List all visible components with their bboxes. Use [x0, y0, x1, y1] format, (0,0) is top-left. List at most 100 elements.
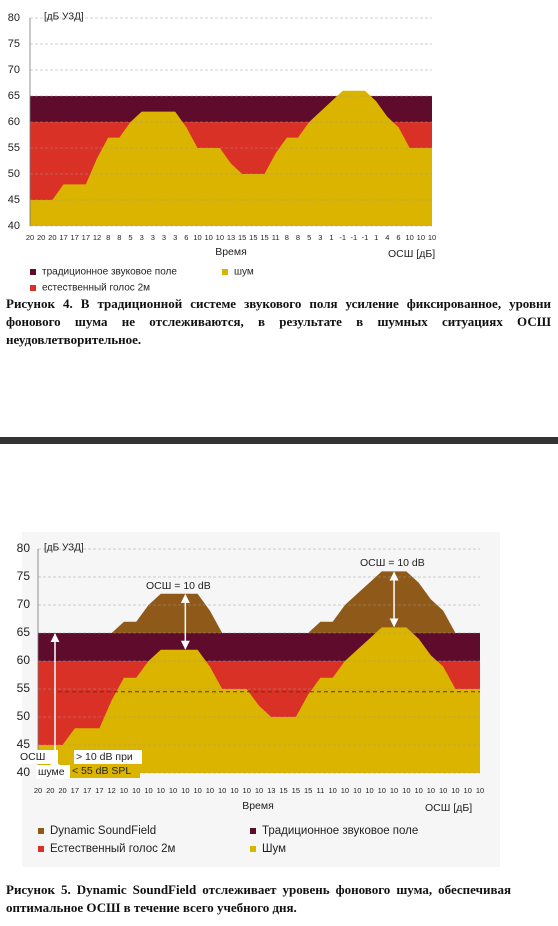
x-tick-label: 15 — [304, 786, 312, 795]
x-tick-label: 10 — [328, 786, 336, 795]
x-axis-label: Время — [242, 800, 274, 812]
x-tick-label: 17 — [71, 786, 79, 795]
x-tick-label: 10 — [390, 786, 398, 795]
x-tick-label: 20 — [34, 786, 42, 795]
x-tick-label: 15 — [238, 233, 246, 242]
x-tick-label: 10 — [476, 786, 484, 795]
separator — [0, 437, 558, 444]
x-tick-label: 10 — [402, 786, 410, 795]
x-tick-label: 10 — [414, 786, 422, 795]
legend-swatch — [250, 828, 256, 834]
y-tick-label: 65 — [17, 625, 31, 639]
annotation: ОСШ — [20, 751, 45, 763]
x-tick-label: 3 — [151, 233, 155, 242]
x-tick-label: -1 — [362, 233, 369, 242]
x-tick-label: 10 — [365, 786, 373, 795]
x-tick-label: 15 — [249, 233, 257, 242]
y-tick-label: 60 — [17, 653, 31, 667]
legend-swatch — [30, 285, 36, 291]
x-tick-label: 15 — [292, 786, 300, 795]
legend-label: Шум — [262, 843, 286, 855]
y-tick-label: 70 — [17, 597, 31, 611]
y-axis-unit: [дБ УЗД] — [44, 12, 84, 23]
x-tick-label: 6 — [396, 233, 400, 242]
y-tick-label: 55 — [17, 681, 31, 695]
annotation: шуме — [38, 766, 65, 778]
annotation-box — [36, 765, 70, 779]
x-tick-label: 1 — [329, 233, 333, 242]
x-tick-label: 10 — [341, 786, 349, 795]
x-tick-label: 17 — [59, 233, 67, 242]
x-tick-label: 12 — [93, 233, 101, 242]
y-tick-label: 50 — [8, 168, 20, 180]
legend-label: естественный голос 2м — [42, 283, 150, 294]
x-tick-label: 10 — [181, 786, 189, 795]
x-tick-label: 10 — [243, 786, 251, 795]
x-tick-label: 10 — [144, 786, 152, 795]
annotation-box — [70, 764, 140, 778]
y-tick-label: 40 — [8, 220, 20, 232]
x-tick-label: 11 — [316, 786, 324, 795]
y-tick-label: 75 — [8, 38, 20, 50]
annotation-box — [18, 750, 58, 764]
x2-axis-label: ОСШ [дБ] — [388, 248, 435, 260]
annotation: > 10 dB при — [76, 751, 133, 763]
x-tick-label: 10 — [417, 233, 425, 242]
x-tick-label: 10 — [378, 786, 386, 795]
x-tick-label: 4 — [385, 233, 389, 242]
x-tick-label: 10 — [216, 233, 224, 242]
annotation: ОСШ = 10 dB — [360, 557, 425, 569]
x-tick-label: 3 — [162, 233, 166, 242]
x-tick-label: 10 — [193, 233, 201, 242]
x-tick-label: 3 — [318, 233, 322, 242]
x-tick-label: 17 — [83, 786, 91, 795]
x-tick-label: 10 — [204, 233, 212, 242]
x-tick-label: 15 — [279, 786, 287, 795]
y-tick-label: 65 — [8, 90, 20, 102]
y-tick-label: 45 — [17, 737, 31, 751]
y-tick-label: 40 — [17, 765, 31, 779]
y-axis-unit: [дБ УЗД] — [44, 543, 84, 554]
x-tick-label: 13 — [227, 233, 235, 242]
legend-swatch — [250, 846, 256, 852]
legend-label: шум — [234, 267, 254, 278]
legend-swatch — [30, 269, 36, 275]
x-tick-label: 3 — [173, 233, 177, 242]
x2-axis-label: ОСШ [дБ] — [425, 802, 472, 814]
x-tick-label: 10 — [464, 786, 472, 795]
y-tick-label: 50 — [17, 709, 31, 723]
x-tick-label: 10 — [230, 786, 238, 795]
legend-label: традиционное звуковое поле — [42, 267, 177, 278]
x-axis-label: Время — [215, 246, 247, 258]
x-tick-label: 10 — [353, 786, 361, 795]
x-tick-label: -1 — [339, 233, 346, 242]
x-tick-label: 8 — [117, 233, 121, 242]
caption: Рисунок 5. Dynamic SoundField отслеживае… — [6, 882, 511, 915]
x-tick-label: 17 — [82, 233, 90, 242]
x-tick-label: 10 — [169, 786, 177, 795]
annotation: ОСШ = 10 dB — [146, 580, 211, 592]
x-tick-label: 10 — [193, 786, 201, 795]
legend-swatch — [38, 828, 44, 834]
x-tick-label: 15 — [260, 233, 268, 242]
x-tick-label: 3 — [140, 233, 144, 242]
x-tick-label: 10 — [206, 786, 214, 795]
y-tick-label: 75 — [17, 569, 31, 583]
y-tick-label: 80 — [8, 12, 20, 24]
x-tick-label: 10 — [255, 786, 263, 795]
x-tick-label: 8 — [296, 233, 300, 242]
x-tick-label: 1 — [374, 233, 378, 242]
y-tick-label: 60 — [8, 116, 20, 128]
area — [38, 627, 480, 773]
legend-swatch — [222, 269, 228, 275]
x-tick-label: 5 — [128, 233, 132, 242]
legend-label: Традиционное звуковое поле — [262, 825, 418, 837]
area — [30, 90, 432, 226]
x-tick-label: 8 — [106, 233, 110, 242]
x-tick-label: 10 — [439, 786, 447, 795]
x-tick-label: 10 — [428, 233, 436, 242]
x-tick-label: 10 — [405, 233, 413, 242]
legend-label: Естественный голос 2м — [50, 843, 175, 855]
x-tick-label: 13 — [267, 786, 275, 795]
